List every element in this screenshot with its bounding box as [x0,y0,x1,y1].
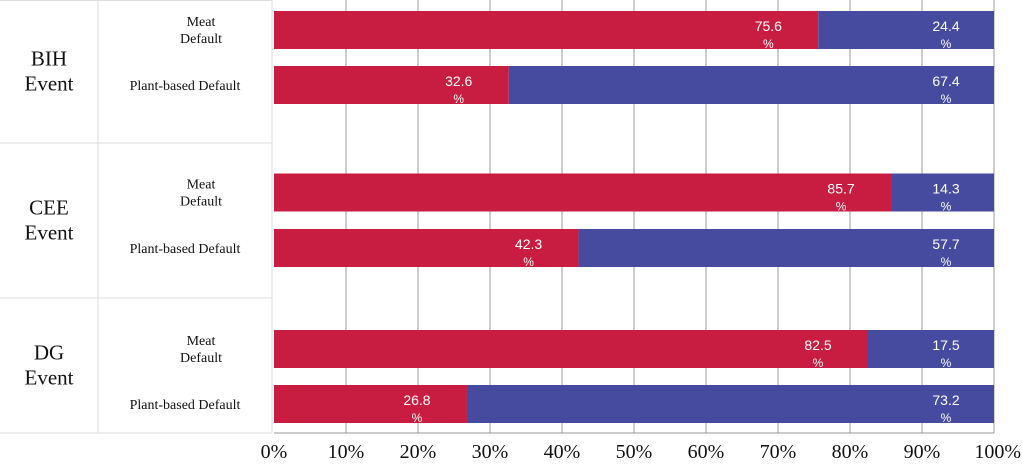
row-label: Plant-based Default [130,79,241,94]
row-label: Default [180,32,222,47]
data-label-plant-percent: % [941,200,952,214]
x-tick-label: 90% [904,441,941,463]
bar-meat [274,11,819,49]
x-tick-label: 20% [400,441,437,463]
data-label-meat: 82.5 [804,337,831,353]
bar-meat [274,173,892,212]
x-tick-label: 70% [760,441,797,463]
data-label-meat: 85.7 [827,181,854,197]
data-label-plant: 24.4 [932,18,959,34]
data-label-plant-percent: % [941,255,952,269]
data-label-plant-percent: % [941,37,952,51]
row-label: Plant-based Default [130,398,241,413]
x-tick-label: 30% [472,441,509,463]
bar-meat [274,66,509,104]
x-tick-label: 10% [328,441,365,463]
data-label-meat-percent: % [813,356,824,370]
row-label: Meat [187,334,216,349]
data-label-plant-percent: % [941,356,952,370]
data-label-plant: 73.2 [932,392,959,408]
table-background [0,0,272,433]
x-tick-label: 0% [261,441,288,463]
data-label-plant: 14.3 [932,181,959,197]
row-label: Plant-based Default [130,242,241,257]
x-tick-label: 100% [974,441,1021,463]
data-label-meat-percent: % [763,37,774,51]
bar-plant [508,66,994,104]
data-label-meat: 32.6 [445,73,472,89]
bar-meat [274,229,579,267]
bar-plant [578,229,994,267]
data-label-meat-percent: % [453,92,464,106]
row-label: Default [180,351,222,366]
group-label: Event [25,221,74,245]
x-tick-label: 40% [544,441,581,463]
data-label-meat: 75.6 [755,18,782,34]
x-tick-label: 60% [688,441,725,463]
bar-plant [818,11,994,49]
group-label: DG [34,341,64,365]
bar-meat [274,385,467,423]
bar-plant [466,385,995,423]
group-label: Event [25,366,74,390]
data-label-plant: 67.4 [932,73,959,89]
data-label-meat-percent: % [412,411,423,425]
x-tick-label: 50% [616,441,653,463]
gridlines [274,0,995,434]
row-label: Default [180,195,222,210]
data-label-plant-percent: % [941,411,952,425]
data-label-meat-percent: % [836,200,847,214]
data-label-meat-percent: % [523,255,534,269]
data-label-plant: 17.5 [932,337,959,353]
data-label-meat: 42.3 [515,236,542,252]
data-label-plant: 57.7 [932,236,959,252]
group-label: BIH [31,47,67,71]
x-tick-label: 80% [832,441,869,463]
bars: 75.6% 24.4% 32.6% 67.4% 85.7% 14.3% 42.3% 57.7%… [274,11,995,425]
row-label: Meat [187,15,216,30]
data-label-plant-percent: % [941,92,952,106]
bar-meat [274,330,868,368]
label-table: BIHEventCEEEventDGEventMeatDefaultPlant-… [0,0,273,434]
group-label: Event [25,72,74,96]
row-label: Meat [187,178,216,193]
data-label-meat: 26.8 [403,392,430,408]
bar-plant [868,330,994,368]
group-label: CEE [29,196,69,220]
x-axis-ticks: 0% 10% 20% 30% 40% 50% 60% 70% 80% 90% 100% [261,441,1021,463]
bar-plant [891,173,994,212]
